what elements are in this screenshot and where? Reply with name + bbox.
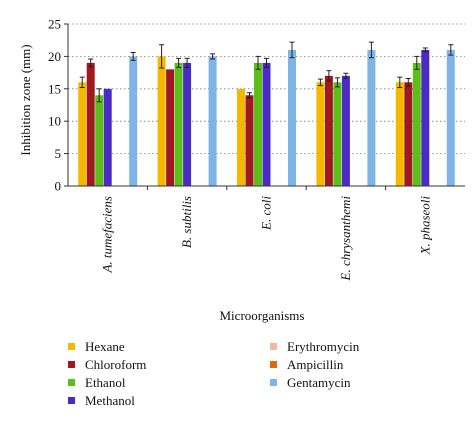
bar	[103, 88, 112, 186]
bar	[262, 62, 271, 186]
bar	[446, 49, 455, 186]
legend-label: Ethanol	[85, 375, 126, 390]
bar	[324, 75, 333, 186]
legend-swatch	[270, 379, 277, 386]
x-tick-label: B. subtilis	[179, 196, 194, 248]
legend-label: Hexane	[85, 339, 125, 354]
bar	[341, 75, 350, 186]
bar	[129, 56, 138, 187]
legend-swatch	[270, 361, 277, 368]
bar	[316, 82, 325, 186]
bar	[183, 62, 192, 186]
bar	[166, 69, 175, 186]
bar	[78, 82, 87, 186]
y-axis-label: Inhibition zone (mm)	[18, 44, 33, 155]
legend-label: Gentamycin	[287, 375, 351, 390]
bar	[208, 56, 217, 187]
legend-swatch	[68, 343, 75, 350]
legend-label: Erythromycin	[287, 339, 360, 354]
y-tick-label: 20	[48, 49, 61, 64]
y-tick-label: 5	[55, 146, 62, 161]
bar	[237, 88, 245, 186]
bar	[245, 95, 254, 186]
bar	[412, 62, 421, 186]
legend-label: Chloroform	[85, 357, 146, 372]
legend-swatch	[68, 397, 75, 404]
legend-label: Methanol	[85, 393, 135, 408]
error-bars	[79, 41, 454, 103]
bar	[421, 49, 430, 186]
bars	[78, 49, 455, 187]
legend: Hexane Chloroform Ethanol Methanol Erythromy…	[68, 339, 360, 408]
axes	[64, 23, 465, 190]
bar	[288, 49, 296, 186]
bar	[157, 56, 166, 187]
x-tick-label: E. chrysanthemi	[338, 196, 353, 282]
bar	[95, 95, 104, 186]
legend-label: Ampicillin	[287, 357, 344, 372]
y-tick-label: 0	[55, 179, 62, 194]
y-tick-label: 25	[48, 17, 61, 32]
bar	[395, 82, 404, 186]
x-tick-label: X. phaseoli	[417, 196, 432, 256]
y-tick-label: 10	[48, 114, 61, 129]
bar	[174, 62, 183, 186]
x-tick-label: E. coli	[259, 196, 274, 231]
y-tick-labels: 0 5 10 15 20 25	[48, 17, 61, 194]
bar	[254, 62, 262, 186]
bar	[404, 82, 413, 186]
legend-swatch	[270, 343, 277, 350]
x-tick-label: A. tumefaciens	[100, 196, 115, 274]
legend-swatch	[68, 379, 75, 386]
x-axis-label: Microorganisms	[220, 308, 305, 323]
bar	[86, 62, 95, 186]
bar	[367, 49, 376, 186]
legend-swatch	[68, 361, 75, 368]
x-tick-labels: A. tumefaciens B. subtilis E. coli E. chrys…	[100, 196, 433, 282]
y-tick-label: 15	[48, 81, 61, 96]
bar	[333, 82, 342, 186]
